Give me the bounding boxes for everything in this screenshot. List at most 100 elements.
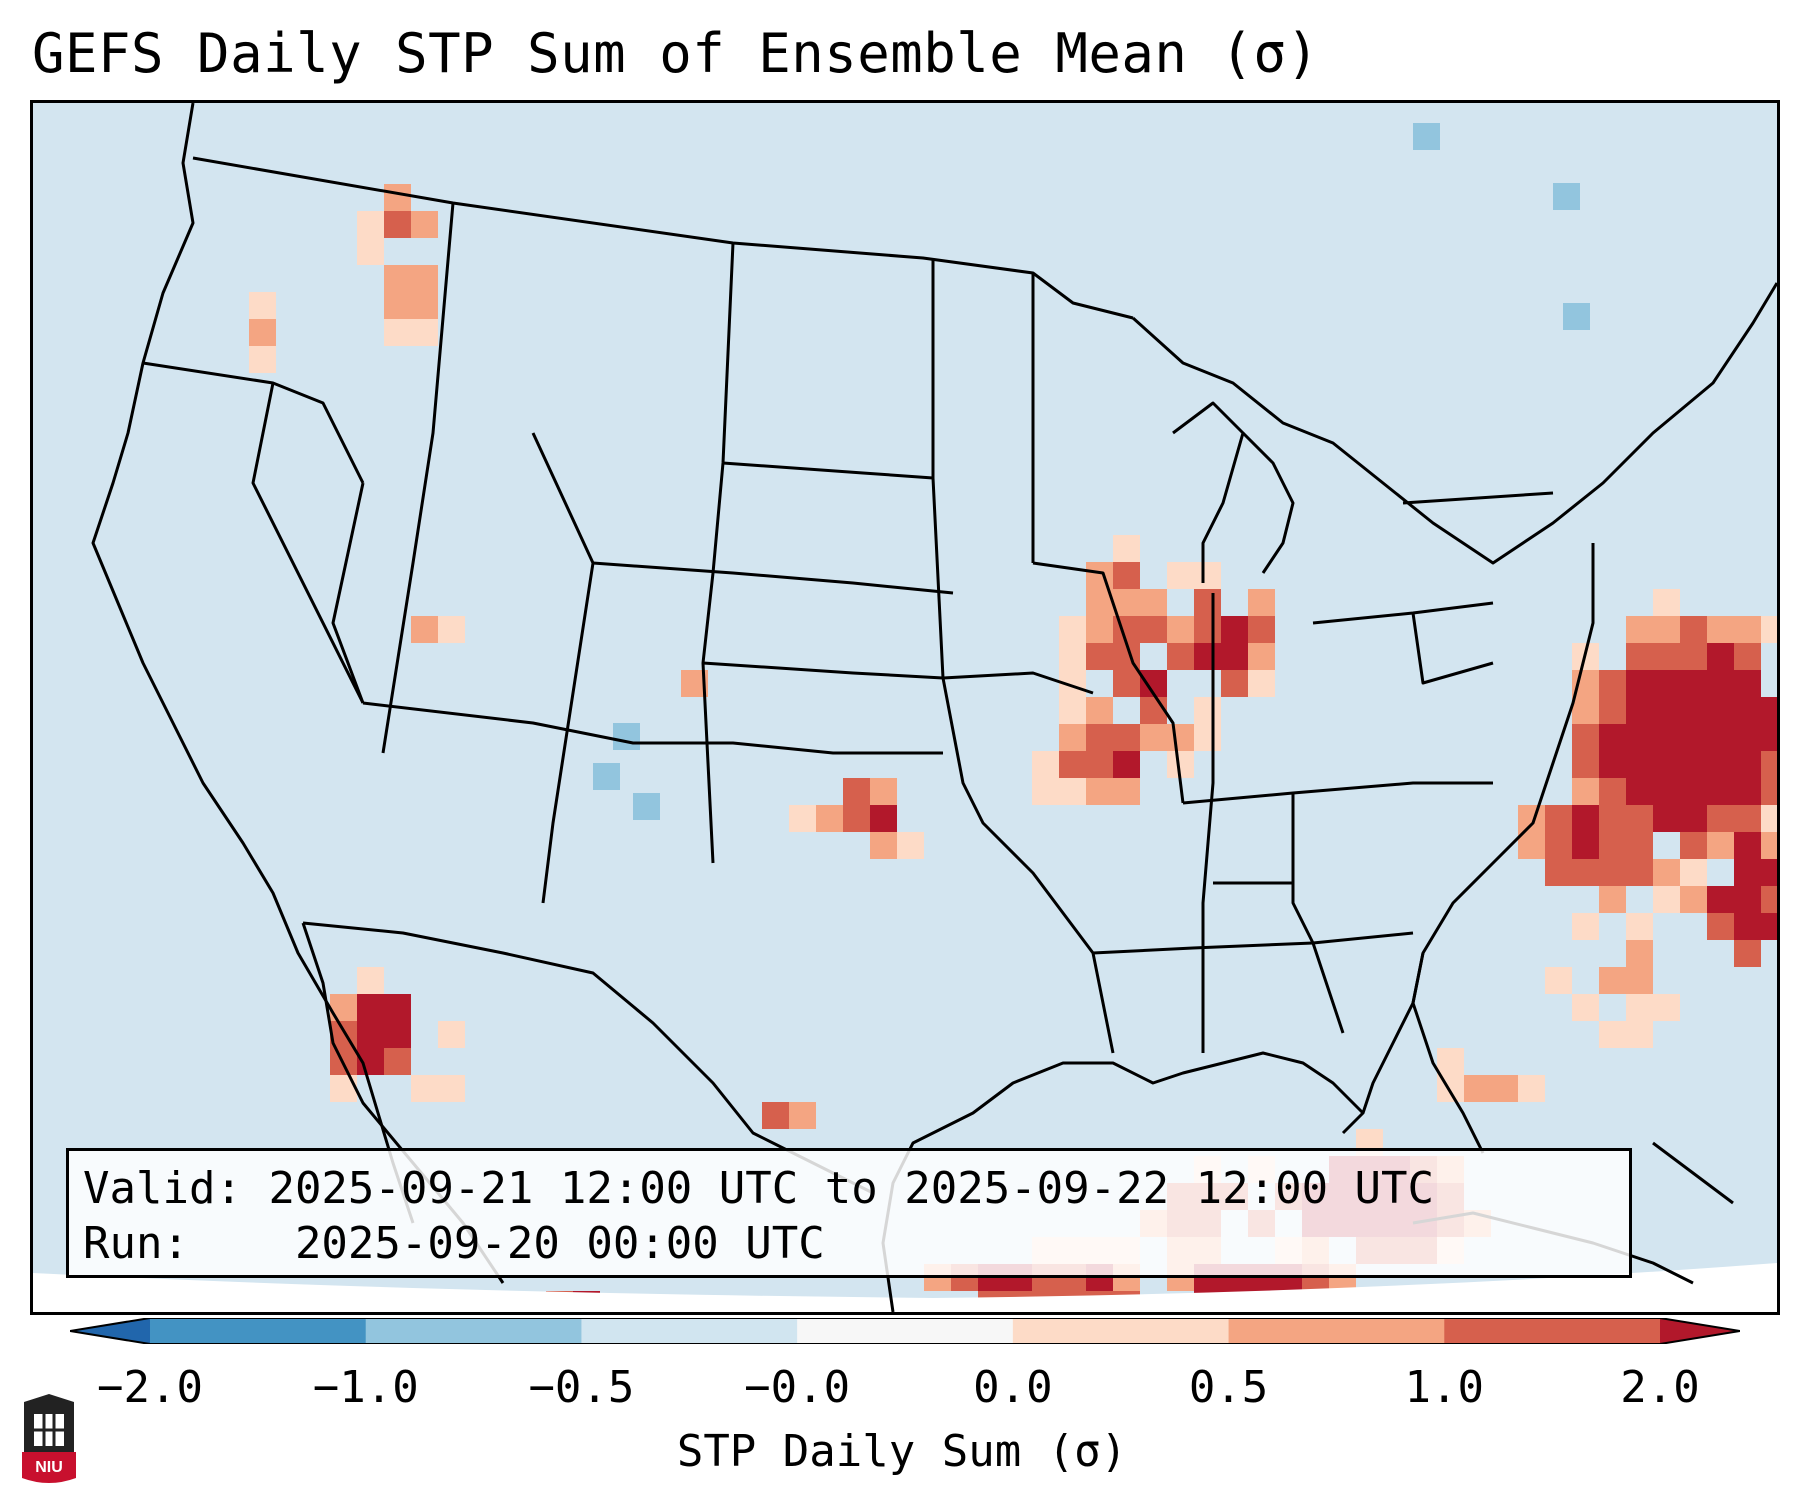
stp-cell <box>870 778 897 805</box>
stp-cell <box>1626 994 1653 1021</box>
stp-cell <box>1059 751 1086 778</box>
stp-cell <box>1707 778 1734 805</box>
stp-cell <box>1761 697 1777 724</box>
stp-cell <box>1734 940 1761 967</box>
stp-cell <box>249 346 276 373</box>
stp-cell <box>411 1075 438 1102</box>
stp-cell <box>1113 751 1140 778</box>
stp-cell <box>1437 1048 1464 1075</box>
stp-cell <box>1086 751 1113 778</box>
stp-cell <box>1626 778 1653 805</box>
colorbar-bin <box>1012 1318 1230 1344</box>
stp-cell-negative <box>1553 183 1580 210</box>
stp-cell-negative <box>1563 303 1590 330</box>
stp-cell <box>384 319 411 346</box>
stp-cell <box>1626 724 1653 751</box>
map-panel <box>30 100 1780 1315</box>
stp-cell <box>1680 724 1707 751</box>
stp-cell-negative <box>593 763 620 790</box>
colorbar-bin <box>150 1318 367 1344</box>
colorbar-bin <box>365 1318 582 1344</box>
stp-cell <box>1626 832 1653 859</box>
stp-cell <box>1572 832 1599 859</box>
stp-cell <box>1248 643 1275 670</box>
stp-cell <box>1734 859 1761 886</box>
stp-cell <box>1086 616 1113 643</box>
stp-cell <box>1761 805 1777 832</box>
stp-cell <box>384 184 411 211</box>
boundaries <box>91 103 1777 1312</box>
stp-cell <box>438 1075 465 1102</box>
stp-cell <box>1086 778 1113 805</box>
stp-cell <box>1653 616 1680 643</box>
colorbar-label: STP Daily Sum (σ) <box>676 1426 1128 1477</box>
stp-cell <box>1653 724 1680 751</box>
stp-cell <box>1545 832 1572 859</box>
stp-cell <box>1572 751 1599 778</box>
stp-cell <box>816 805 843 832</box>
colorbar-tick-label: 0.5 <box>1188 1362 1269 1413</box>
stp-cell <box>1599 778 1626 805</box>
chart-title: GEFS Daily STP Sum of Ensemble Mean (σ) <box>32 22 1320 85</box>
stp-cell <box>1599 805 1626 832</box>
stp-cell <box>762 1102 789 1129</box>
stp-cell <box>1707 751 1734 778</box>
stp-cell <box>843 778 870 805</box>
stp-cell <box>1194 643 1221 670</box>
stp-cell <box>411 319 438 346</box>
stp-cell <box>1599 1021 1626 1048</box>
stp-cell <box>1113 724 1140 751</box>
stp-cell <box>1059 724 1086 751</box>
stp-cell <box>411 265 438 292</box>
stp-cell-negative <box>633 793 660 820</box>
stp-cell <box>1680 643 1707 670</box>
stp-cell <box>357 1021 384 1048</box>
stp-cell <box>1707 832 1734 859</box>
stp-cell <box>1626 1021 1653 1048</box>
stp-cell <box>1194 562 1221 589</box>
stp-cell <box>357 967 384 994</box>
stp-cell <box>1653 751 1680 778</box>
stp-cell <box>1761 724 1777 751</box>
stp-cell <box>1572 724 1599 751</box>
stp-cell <box>1680 859 1707 886</box>
stp-cell <box>1680 832 1707 859</box>
stp-cell <box>1626 967 1653 994</box>
stp-cell <box>1680 886 1707 913</box>
stp-cell <box>357 238 384 265</box>
stp-cell <box>1140 589 1167 616</box>
colorbar-tick-label: 2.0 <box>1620 1362 1700 1413</box>
stp-cell <box>1059 697 1086 724</box>
stp-cell <box>1248 670 1275 697</box>
stp-cell <box>249 292 276 319</box>
stp-cell <box>438 1021 465 1048</box>
stp-cell <box>1572 697 1599 724</box>
stp-cell <box>1221 670 1248 697</box>
colorbar-bin <box>1228 1318 1445 1344</box>
stp-cell <box>1086 697 1113 724</box>
stp-cell <box>1545 805 1572 832</box>
stp-cell <box>1680 805 1707 832</box>
stp-cell <box>1653 778 1680 805</box>
colorbar-bin <box>581 1318 798 1344</box>
stp-cell <box>384 1021 411 1048</box>
stp-cell <box>1626 940 1653 967</box>
stp-cell <box>1734 643 1761 670</box>
stp-cell <box>1086 643 1113 670</box>
stp-cell <box>1761 859 1777 886</box>
stp-cell <box>411 211 438 238</box>
stp-cell <box>411 292 438 319</box>
stp-cell <box>1086 562 1113 589</box>
stp-cell <box>1221 616 1248 643</box>
stp-cell <box>1059 616 1086 643</box>
stp-field <box>195 123 1777 1312</box>
stp-cell <box>897 832 924 859</box>
run-label: Run: <box>83 1218 189 1269</box>
valid-time-box: Valid: 2025-09-21 12:00 UTC to 2025-09-2… <box>66 1148 1632 1278</box>
stp-cell <box>1707 670 1734 697</box>
stp-cell <box>1599 859 1626 886</box>
colorbar-bins <box>150 1318 1661 1344</box>
stp-cell <box>1626 859 1653 886</box>
stp-cell <box>1113 670 1140 697</box>
stp-cell <box>1113 562 1140 589</box>
